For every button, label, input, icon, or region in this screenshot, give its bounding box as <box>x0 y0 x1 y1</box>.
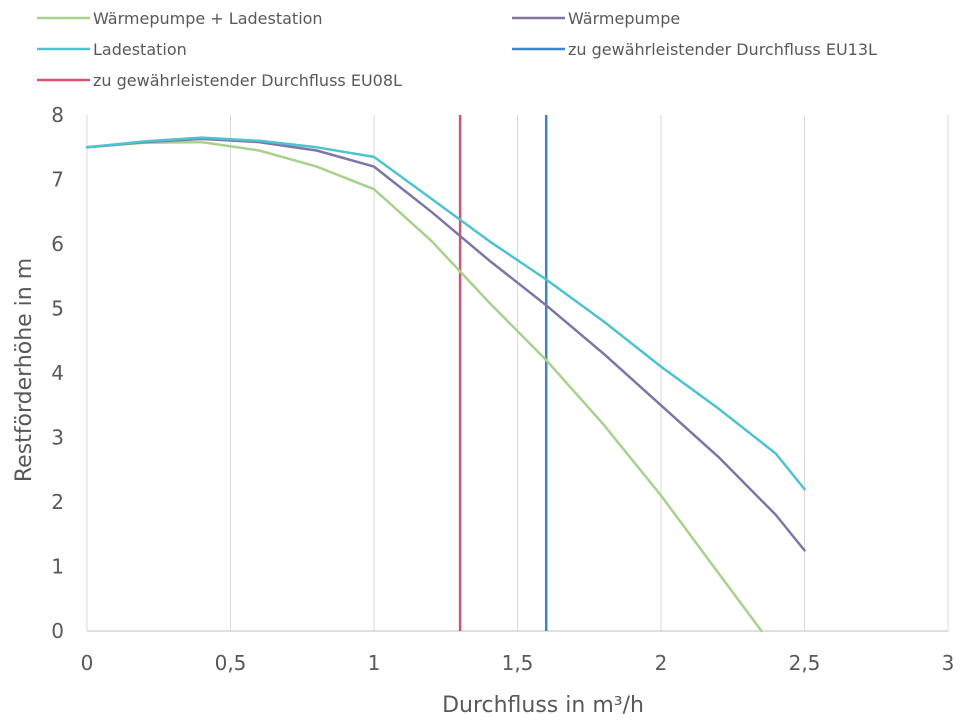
axes <box>86 115 948 632</box>
x-tick-label: 2 <box>655 651 668 675</box>
series-line-2 <box>85 136 806 491</box>
grid <box>230 115 949 631</box>
y-tick-label: 0 <box>51 619 64 643</box>
legend-label: Wärmepumpe <box>568 9 680 28</box>
x-tick-label: 0,5 <box>215 651 247 675</box>
y-tick-label: 2 <box>51 490 64 514</box>
x-tick-label: 0 <box>81 651 94 675</box>
tick-labels: 0 0,5 1 1,5 2 2,5 3 0 1 2 3 4 5 6 7 8 <box>51 103 954 675</box>
series-line-0 <box>85 140 763 633</box>
legend-label: Wärmepumpe + Ladestation <box>93 9 323 28</box>
series-line-1 <box>85 137 806 552</box>
y-tick-label: 6 <box>51 232 64 256</box>
y-tick-label: 8 <box>51 103 64 127</box>
y-tick-label: 3 <box>51 426 64 450</box>
y-tick-label: 4 <box>51 361 64 385</box>
legend-label: zu gewährleistender Durchfluss EU13L <box>568 40 877 59</box>
y-tick-label: 1 <box>51 555 64 579</box>
x-tick-label: 1 <box>368 651 381 675</box>
y-axis-title: Restförderhöhe in m <box>12 258 37 482</box>
y-tick-label: 5 <box>51 297 64 321</box>
legend: Wärmepumpe + Ladestation Wärmepumpe Ladest… <box>37 9 877 90</box>
legend-label: Ladestation <box>93 40 187 59</box>
y-tick-label: 7 <box>51 168 64 192</box>
x-tick-label: 2,5 <box>789 651 821 675</box>
reference-lines <box>458 115 548 631</box>
x-axis-title: Durchfluss in m³/h <box>442 693 644 718</box>
series-lines <box>85 136 806 633</box>
legend-label: zu gewährleistender Durchfluss EU08L <box>93 71 402 90</box>
x-tick-label: 1,5 <box>502 651 534 675</box>
x-tick-label: 3 <box>942 651 955 675</box>
